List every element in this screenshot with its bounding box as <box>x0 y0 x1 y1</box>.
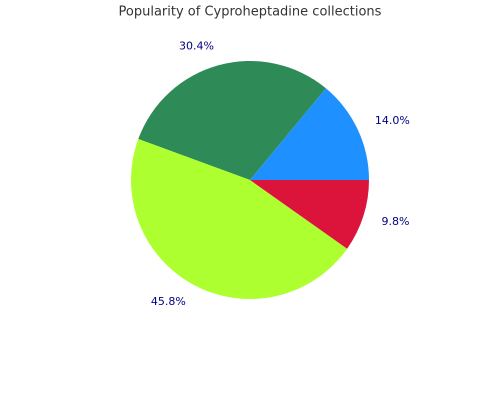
slice-label: 9.8% <box>382 215 410 228</box>
slice-label: 45.8% <box>151 295 186 308</box>
slice-label: 30.4% <box>179 40 214 53</box>
pie-slice <box>250 180 369 249</box>
slice-label: 14.0% <box>375 114 410 127</box>
pie-slice <box>138 60 326 181</box>
pie-slice <box>131 138 348 300</box>
pie-slice <box>250 88 369 180</box>
chart-title: Popularity of Cyproheptadine collections <box>119 5 382 20</box>
